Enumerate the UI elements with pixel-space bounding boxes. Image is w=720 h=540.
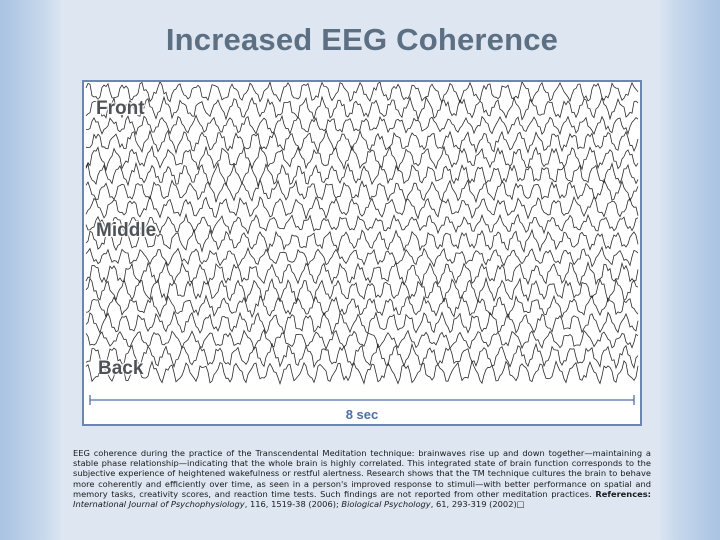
region-label-back: Back <box>98 358 144 379</box>
reference-2-details: , 61, 293-319 (2002) <box>430 499 517 510</box>
eeg-figure: Front Middle Back 8 sec <box>82 80 642 426</box>
eeg-trace <box>85 342 639 370</box>
figure-caption: EEG coherence during the practice of the… <box>73 448 651 509</box>
references-label: References: <box>595 488 651 499</box>
eeg-trace <box>85 294 639 320</box>
eeg-trace <box>85 359 639 386</box>
reference-1-journal: International Journal of Psychophysiolog… <box>73 499 245 510</box>
eeg-trace <box>85 95 639 121</box>
eeg-trace <box>85 114 639 136</box>
trailing-glyph: □ <box>516 499 525 510</box>
slide-title: Increased EEG Coherence <box>165 22 559 57</box>
eeg-trace <box>85 260 639 287</box>
eeg-trace <box>85 195 639 221</box>
reference-1-details: , 116, 1519-38 (2006); <box>244 499 339 510</box>
region-label-front: Front <box>96 98 145 119</box>
eeg-trace <box>85 328 639 351</box>
eeg-trace <box>85 228 639 254</box>
region-label-middle: Middle <box>96 220 157 241</box>
eeg-trace <box>85 310 639 336</box>
caption-body: EEG coherence during the practice of the… <box>73 448 651 499</box>
duration-label: 8 sec <box>345 407 379 422</box>
eeg-traces <box>85 82 639 405</box>
eeg-trace <box>85 82 639 104</box>
eeg-trace <box>85 128 639 155</box>
eeg-trace <box>85 213 639 236</box>
eeg-trace <box>85 161 639 188</box>
slide: Increased EEG Coherence Front Middle Bac… <box>64 0 660 540</box>
eeg-trace <box>85 178 639 204</box>
eeg-trace <box>85 276 639 304</box>
reference-2-journal: Biological Psychology <box>341 499 431 510</box>
eeg-trace <box>85 144 639 172</box>
eeg-trace <box>85 245 639 268</box>
